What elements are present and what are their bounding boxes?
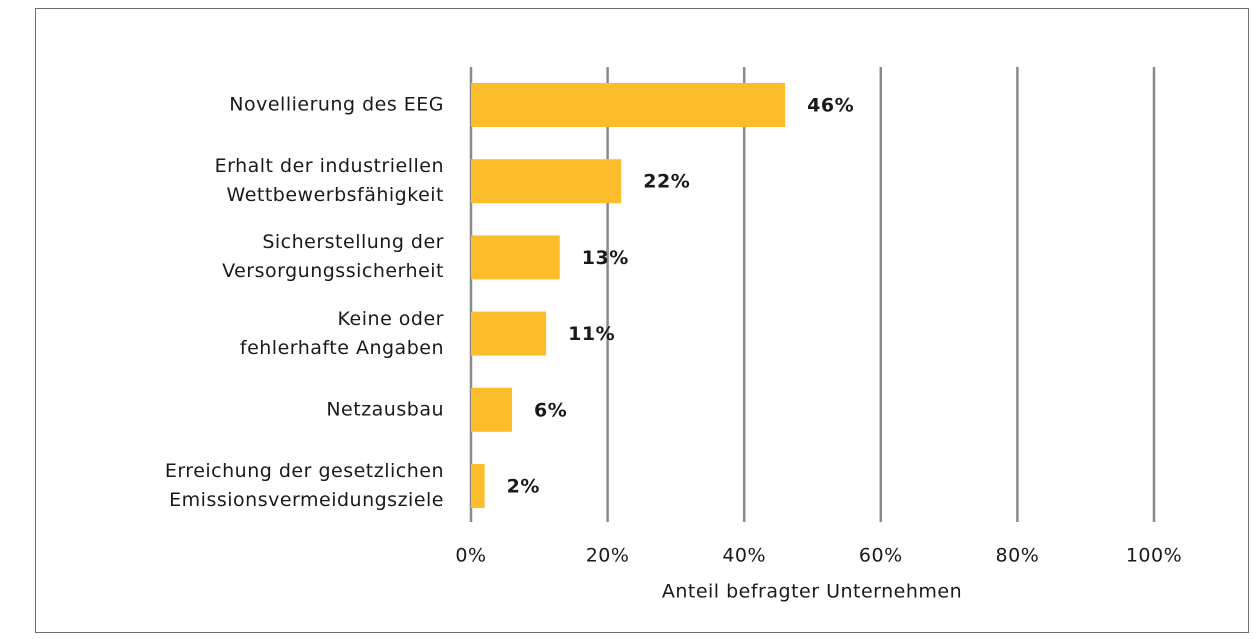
bar [471, 159, 622, 204]
value-label: 13% [582, 247, 629, 269]
category-label: Novellierung des EEG [229, 93, 444, 116]
x-tick-label: 20% [586, 545, 630, 567]
value-label: 46% [807, 95, 854, 117]
chart-frame [35, 8, 1249, 633]
category-label: Netzausbau [326, 398, 444, 421]
bar [471, 311, 547, 356]
x-tick-label: 100% [1126, 545, 1182, 567]
category-label: Sicherstellung der Versorgungssicherheit [222, 231, 444, 283]
x-tick-label: 40% [722, 545, 766, 567]
value-label: 6% [534, 399, 567, 421]
bar [471, 464, 485, 508]
category-label: Keine oder fehlerhafte Angaben [239, 307, 444, 359]
value-label: 22% [643, 171, 690, 193]
value-label: 11% [568, 323, 615, 345]
bar [471, 83, 786, 127]
value-label: 2% [507, 476, 540, 498]
x-tick-label: 80% [996, 545, 1040, 567]
x-tick-label: 60% [859, 545, 903, 567]
bar [471, 387, 512, 432]
category-label: Erhalt der industriellen Wettbewerbsfähi… [214, 155, 444, 207]
bar [471, 235, 560, 280]
x-axis-label: Anteil befragter Unternehmen [662, 581, 962, 603]
x-tick-label: 0% [455, 545, 486, 567]
category-label: Erreichung der gesetzlichen Emissionsver… [164, 460, 444, 511]
